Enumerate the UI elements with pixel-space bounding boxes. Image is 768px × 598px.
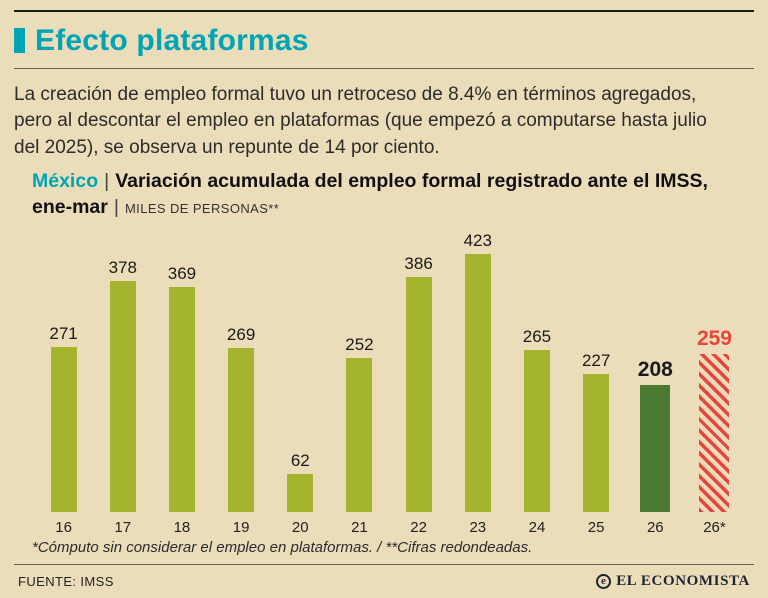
bar — [287, 473, 314, 512]
bar — [346, 357, 373, 512]
x-axis-label: 16 — [55, 518, 72, 536]
header: Efecto plataformas — [14, 12, 754, 68]
bar-value-label: 252 — [345, 334, 374, 354]
bar — [50, 346, 77, 512]
bar-column: 208 26 — [626, 227, 685, 537]
chart-region-label: México — [32, 170, 99, 193]
x-axis-label: 25 — [587, 518, 605, 536]
bar — [523, 349, 550, 512]
x-axis-label: 24 — [528, 518, 546, 536]
bar-column: 62 20 — [271, 227, 330, 537]
bar-value-label: 386 — [404, 253, 433, 273]
bar-chart: 271 16 378 17 369 18 269 19 62 20 252 21 386 22 423 23 2… — [32, 227, 746, 537]
x-axis-label: 23 — [469, 518, 487, 536]
el-economista-logo-icon: e — [596, 573, 612, 589]
footnote: *Cómputo sin considerar el empleo en pla… — [32, 538, 533, 556]
chart-title-text: Variación acumulada del empleo formal re… — [32, 170, 708, 219]
bar-column: 269 19 — [212, 227, 271, 537]
el-economista-logo: e EL ECONOMISTA — [596, 573, 750, 590]
bar-column: 252 21 — [330, 227, 389, 537]
x-axis-label: 20 — [291, 518, 309, 536]
bar-value-label: 271 — [49, 323, 78, 343]
title-bullet — [14, 28, 25, 54]
bar — [168, 286, 195, 512]
bar-column: 378 17 — [93, 227, 152, 537]
bar-column: 271 16 — [34, 227, 93, 537]
bar-value-label: 369 — [167, 263, 197, 283]
footer-divider — [14, 563, 754, 565]
x-axis-label: 22 — [410, 518, 427, 536]
x-axis-label: 18 — [173, 518, 191, 536]
bar-value-label: 208 — [637, 357, 673, 381]
bar — [464, 253, 491, 512]
bar — [583, 373, 610, 512]
header-divider — [14, 67, 754, 69]
bar-value-label: 423 — [463, 230, 492, 250]
x-axis-label: 26* — [703, 518, 726, 536]
bar-value-label: 259 — [696, 326, 732, 350]
bar — [699, 353, 730, 512]
bar-column: 227 25 — [567, 227, 626, 537]
bar — [109, 280, 136, 512]
bar-value-label: 378 — [108, 257, 137, 277]
x-axis-label: 21 — [351, 518, 368, 536]
chart-title: México | Variación acumulada del empleo fo… — [32, 169, 746, 220]
bar — [405, 276, 432, 512]
bar-column: 259 26* — [685, 227, 744, 537]
source-label: FUENTE: IMSS — [18, 573, 114, 589]
bar-column: 265 24 — [507, 227, 566, 537]
brand-name: EL ECONOMISTA — [616, 572, 750, 589]
footer: FUENTE: IMSS e EL ECONOMISTA — [14, 565, 754, 590]
bar-value-label: 227 — [581, 350, 611, 370]
bar-value-label: 265 — [522, 326, 552, 346]
x-axis-label: 19 — [232, 518, 250, 536]
intro-paragraph: La creación de empleo formal tuvo un ret… — [14, 83, 707, 158]
bar — [228, 347, 255, 512]
bar-column: 423 23 — [448, 227, 507, 537]
bar-column: 386 22 — [389, 227, 448, 537]
x-axis-label: 17 — [114, 518, 132, 536]
bar — [640, 384, 671, 512]
page-title: Efecto plataformas — [35, 24, 309, 57]
bar-value-label: 269 — [226, 324, 256, 344]
top-divider — [14, 10, 754, 12]
separator: | — [104, 170, 110, 193]
bar-value-label: 62 — [290, 450, 310, 470]
x-axis-label: 26 — [646, 518, 664, 536]
separator: | — [113, 196, 119, 219]
bar-column: 369 18 — [152, 227, 211, 537]
chart-unit-label: MILES DE PERSONAS** — [124, 201, 280, 217]
